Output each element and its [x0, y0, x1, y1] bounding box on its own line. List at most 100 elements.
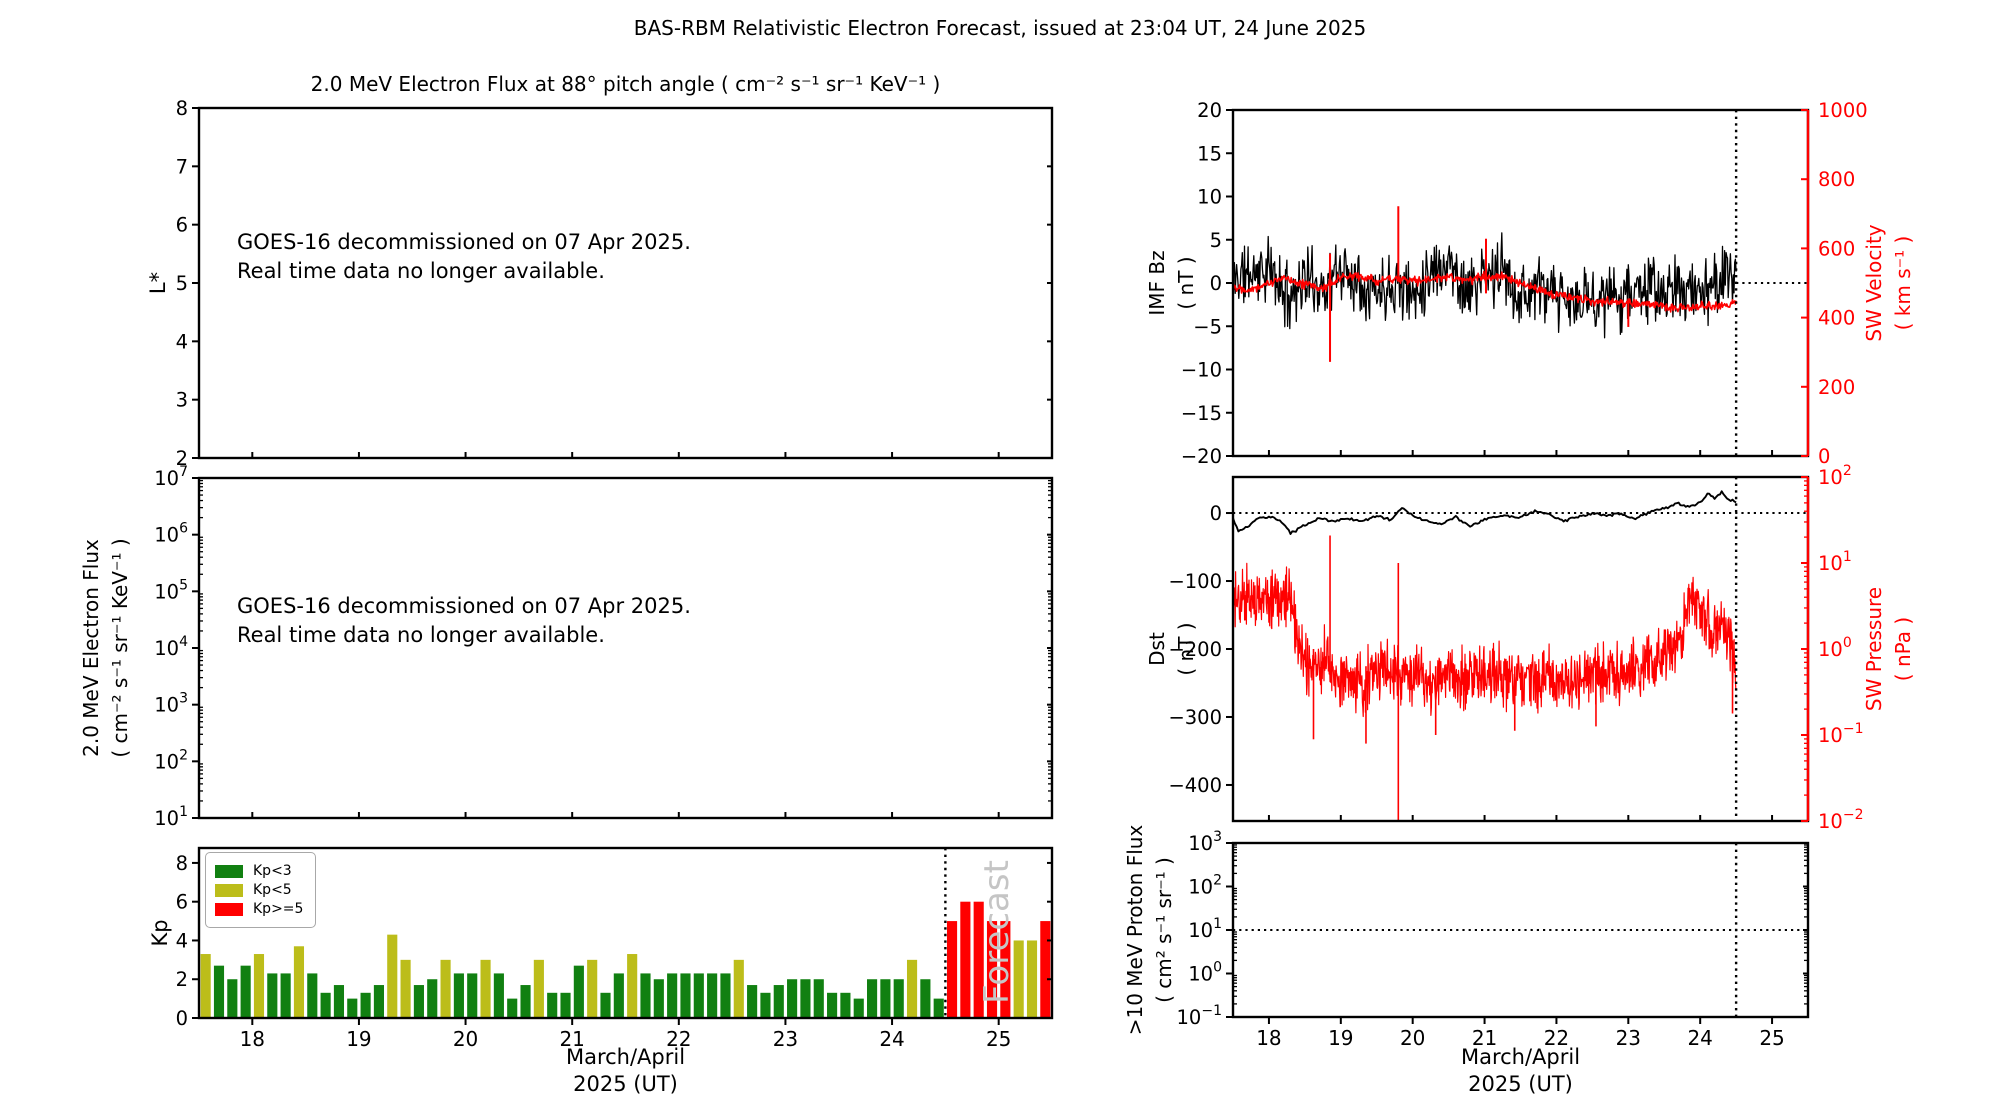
legend-item-kp-ge5: Kp>=5	[215, 901, 303, 917]
y-axis-label-velocity-line1: SW Velocity	[1862, 224, 1886, 342]
kp-bar	[560, 992, 571, 1018]
y-tick-label: −15	[1181, 402, 1222, 425]
y-axis-label-proton-line1: >10 MeV Proton Flux	[1123, 824, 1147, 1036]
kp-bar	[1026, 940, 1038, 1018]
y-axis-label-imf-line2: ( nT )	[1174, 256, 1198, 310]
y-axis-label-proton-line2: ( cm² s⁻¹ sr⁻¹ )	[1152, 857, 1176, 1003]
kp-bar	[200, 954, 211, 1018]
panel-electron-flux: 107 106 105 104 103 102 101	[154, 464, 1054, 830]
x-tick-label: 23	[1616, 1026, 1641, 1050]
y2-tick-label: 102	[1818, 463, 1852, 489]
y-tick-label: −5	[1193, 315, 1222, 338]
kp-bar	[213, 965, 225, 1018]
x-tick-label: 21	[559, 1027, 584, 1051]
y-axis-label-sw-velocity: SW Velocity ( km s⁻¹ )	[1860, 224, 1918, 341]
kp-bar	[733, 959, 744, 1018]
kp-bar	[280, 973, 291, 1018]
panel-lstar-flux: 8 7 6 5 4 3 2	[176, 97, 1054, 470]
kp-bar	[240, 965, 251, 1018]
kp-bar	[520, 985, 531, 1018]
kp-bar	[320, 992, 331, 1018]
x-tick-label: 22	[666, 1027, 691, 1051]
y-axis-label-pressure-line2: ( nPa )	[1891, 616, 1915, 682]
series-dst	[1232, 490, 1737, 535]
kp-bar	[507, 998, 518, 1018]
y-tick-label: 101	[154, 804, 188, 830]
y-tick-label: −300	[1168, 706, 1222, 729]
y-axis-label-kp: Kp	[145, 919, 175, 946]
x-tick-label: 22	[1544, 1026, 1569, 1050]
y2-tick-label: 800	[1818, 168, 1855, 191]
legend-swatch-green	[215, 864, 243, 878]
y-tick-label: 5	[176, 272, 188, 295]
kp-bar	[840, 992, 851, 1018]
kp-bar	[906, 959, 918, 1018]
y-tick-label: 100	[1188, 960, 1222, 986]
kp-bar	[920, 979, 931, 1018]
kp-bar	[680, 973, 691, 1018]
goes-note-line2: Real time data no longer available.	[237, 623, 605, 647]
y-tick-label: 101	[1188, 916, 1222, 942]
x-axis-label-left: March/April 2025 (UT)	[199, 1044, 1052, 1098]
y-tick-label: 3	[176, 389, 188, 412]
y-tick-label: 102	[1188, 873, 1222, 899]
kp-bar	[667, 973, 678, 1018]
y-tick-label: 0	[1210, 272, 1222, 295]
y-axis-label-dst-line1: Dst	[1145, 632, 1169, 666]
y-tick-label: 20	[1197, 99, 1222, 122]
kp-bar	[427, 979, 438, 1018]
lstar-panel-title: 2.0 MeV Electron Flux at 88° pitch angle…	[310, 72, 941, 96]
goes-decommissioned-note-top: GOES-16 decommissioned on 07 Apr 2025. R…	[237, 228, 691, 286]
x-axis-label-right: March/April 2025 (UT)	[1233, 1044, 1808, 1098]
goes-note-line1: GOES-16 decommissioned on 07 Apr 2025.	[237, 230, 691, 254]
legend-item-kp-lt5: Kp<5	[215, 882, 303, 898]
kp-bar	[813, 979, 824, 1018]
x-tick-label: 20	[1400, 1026, 1425, 1050]
x-tick-label: 25	[986, 1027, 1011, 1051]
kp-bar	[933, 998, 944, 1018]
y-tick-label: 4	[176, 330, 188, 353]
x-axis-label-line2: 2025 (UT)	[573, 1072, 678, 1096]
x-tick-label: 19	[1328, 1026, 1353, 1050]
kp-bar	[893, 979, 904, 1018]
y-axis-label-dst: Dst ( nT )	[1143, 622, 1201, 675]
goes-decommissioned-note-middle: GOES-16 decommissioned on 07 Apr 2025. R…	[237, 592, 691, 650]
kp-bar	[1013, 940, 1024, 1018]
kp-bar	[946, 921, 958, 1018]
kp-bar	[227, 979, 238, 1018]
x-axis-label-line1: March/April	[565, 1045, 686, 1069]
y-tick-label: 107	[154, 464, 188, 490]
y2-tick-label: 400	[1818, 307, 1855, 330]
y-axis-label-proton-flux: >10 MeV Proton Flux ( cm² s⁻¹ sr⁻¹ )	[1121, 825, 1179, 1036]
kp-bar	[986, 921, 998, 1018]
y-tick-label: −400	[1168, 774, 1222, 797]
x-tick-label: 18	[240, 1027, 265, 1051]
kp-bar	[480, 959, 491, 1018]
legend-label: Kp<5	[253, 882, 292, 898]
y-tick-label: 15	[1197, 142, 1222, 165]
x-tick-label: 23	[773, 1027, 798, 1051]
y2-tick-label: 100	[1818, 635, 1852, 661]
legend-label: Kp>=5	[253, 901, 304, 917]
y-axis-label-lstar: L*	[143, 272, 173, 294]
y-tick-label: −20	[1181, 445, 1222, 468]
kp-bar	[453, 973, 464, 1018]
y-tick-label: 102	[154, 747, 188, 773]
kp-bar	[253, 954, 265, 1018]
legend-item-kp-lt3: Kp<3	[215, 863, 303, 879]
panel-imf-bz-sw-velocity: 20 15 10 5 0 −5 −10 −15 −20 1000 800 600 400 200 0	[1181, 99, 1868, 468]
y-axis-label-lstar-text: L*	[145, 271, 170, 295]
panel-proton-flux: 18 19 20 21 22 23 24 25 103 102 101 100 10−1	[1176, 829, 1810, 1050]
series-sw_velocity	[1232, 270, 1737, 313]
x-tick-label: 19	[346, 1027, 371, 1051]
x-tick-label: 24	[879, 1027, 904, 1051]
y-tick-label: 4	[176, 929, 188, 952]
y-axis-label-electron-flux-line2: ( cm⁻² s⁻¹ sr⁻¹ KeV⁻¹ )	[108, 538, 132, 758]
kp-bar	[347, 998, 358, 1018]
kp-bar	[760, 992, 771, 1018]
y-tick-label: −200	[1168, 638, 1222, 661]
kp-bar	[627, 954, 638, 1018]
y-tick-label: 103	[1188, 829, 1222, 855]
